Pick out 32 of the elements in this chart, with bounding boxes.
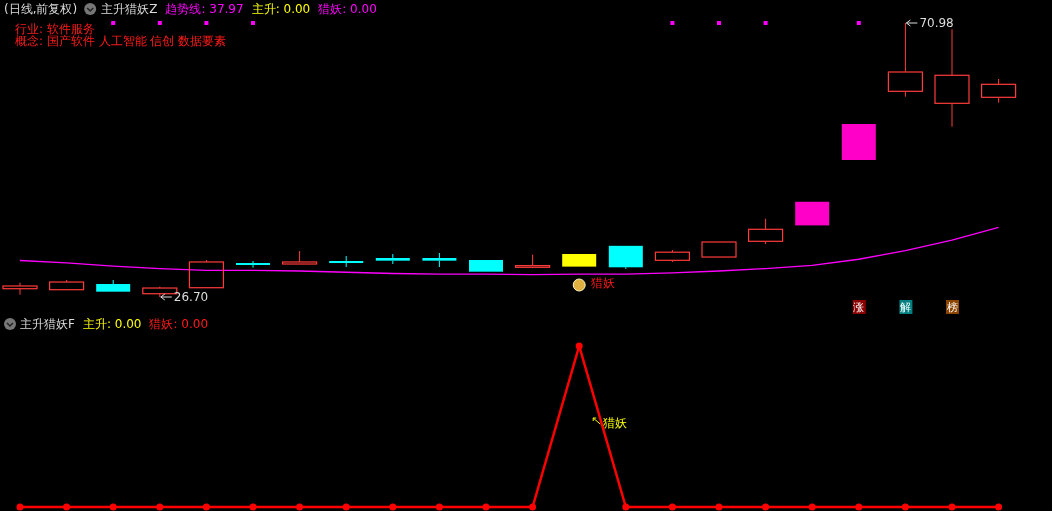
candlestick: [2, 282, 38, 296]
chart-title: (日线,前复权): [4, 2, 78, 16]
candlestick: [96, 279, 131, 292]
candlestick: [562, 253, 597, 267]
candlestick: [795, 201, 830, 226]
candlestick: [282, 250, 318, 265]
candlestick: [934, 28, 970, 128]
candlestick: [422, 252, 457, 268]
text: 主升: 0.00: [251, 2, 311, 16]
chart-subtitle: 主升猎妖Z: [101, 2, 158, 16]
candlestick: [841, 123, 876, 160]
text: 猎妖: 0.00: [149, 317, 209, 331]
text: 主升: 0.00: [82, 317, 142, 331]
annotation: 概念: 国产软件 人工智能 信创 数据要素: [15, 34, 227, 48]
candlestick: [469, 260, 503, 272]
candlestick: [701, 241, 737, 258]
annotation: 70.98: [919, 16, 954, 30]
candlestick: [981, 78, 1017, 104]
candlestick: [236, 260, 270, 269]
annotation: 26.70: [173, 290, 209, 304]
text: 榜: [946, 301, 958, 314]
candlestick: [375, 253, 410, 265]
candlestick: [608, 245, 643, 270]
annotation: 行业: 软件服务: [15, 22, 95, 36]
text: 趋势线: 37.97: [165, 2, 244, 16]
text: 解: [899, 301, 911, 314]
annotation: 猎妖: [603, 416, 628, 430]
annotation: 猎妖: [591, 276, 616, 290]
chart-title: 主升猎妖F: [20, 317, 75, 331]
candlestick: [329, 255, 364, 268]
text: 猎妖: 0.00: [318, 2, 377, 16]
text: 涨: [853, 301, 865, 314]
